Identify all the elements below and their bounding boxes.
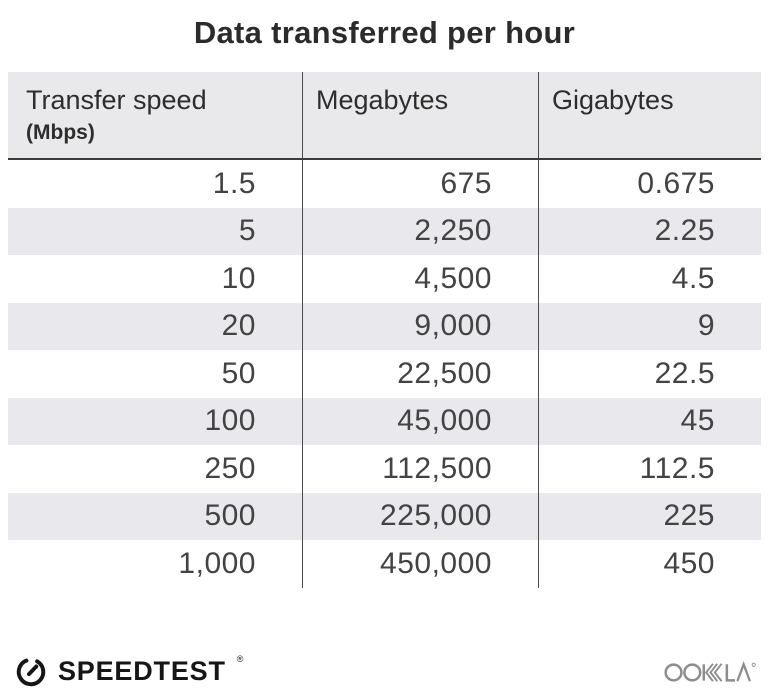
header-gigabytes: Gigabytes bbox=[538, 72, 761, 158]
speedtest-gauge-icon bbox=[14, 653, 48, 689]
table-cell: 112,500 bbox=[302, 445, 538, 493]
header-transfer-speed: Transfer speed (Mbps) bbox=[8, 72, 302, 158]
table-cell: 0.675 bbox=[538, 160, 761, 208]
header-sublabel: (Mbps) bbox=[26, 121, 95, 145]
header-label: Megabytes bbox=[316, 85, 449, 115]
header-label: Transfer speed bbox=[26, 85, 207, 115]
table-body: 1.5 675 0.675 5 2,250 2.25 10 4,500 4.5 20 9,000 9 5… bbox=[8, 160, 761, 588]
page-title: Data transferred per hour bbox=[193, 15, 576, 50]
table-cell: 450,000 bbox=[302, 540, 538, 588]
header-megabytes: Megabytes bbox=[302, 72, 538, 158]
ookla-logo bbox=[663, 658, 759, 685]
table-cell: 225,000 bbox=[302, 492, 538, 540]
table-cell: 9 bbox=[538, 302, 761, 350]
header-label: Gigabytes bbox=[552, 85, 674, 115]
speedtest-wordmark: SPEEDTEST bbox=[58, 655, 226, 686]
table-cell: 675 bbox=[302, 160, 538, 208]
table-cell: 5 bbox=[8, 207, 302, 255]
table-cell: 500 bbox=[8, 492, 302, 540]
table-cell: 2,250 bbox=[302, 207, 538, 255]
table-cell: 250 bbox=[204, 451, 256, 485]
table-cell: 1.5 bbox=[212, 166, 256, 200]
footer: SPEEDTEST ® bbox=[14, 653, 759, 689]
table-cell: 112.5 bbox=[538, 445, 761, 493]
table-cell: 45 bbox=[538, 397, 761, 445]
table-cell: 50 bbox=[221, 356, 256, 390]
table-cell: 4,500 bbox=[302, 255, 538, 303]
table-cell: 20 bbox=[8, 302, 302, 350]
table-cell: 2.25 bbox=[538, 207, 761, 255]
speedtest-brand: SPEEDTEST ® bbox=[14, 653, 244, 689]
table-cell: 45,000 bbox=[302, 397, 538, 445]
table-cell: 22,500 bbox=[302, 350, 538, 398]
table-cell: 1,000 bbox=[178, 546, 256, 580]
table-cell: 100 bbox=[8, 397, 302, 445]
registered-trademark-icon: ® bbox=[236, 654, 244, 664]
table-cell: 4.5 bbox=[538, 255, 761, 303]
table-cell: 450 bbox=[538, 540, 761, 588]
table-cell: 225 bbox=[538, 492, 761, 540]
table-cell: 10 bbox=[221, 261, 256, 295]
table-cell: 22.5 bbox=[538, 350, 761, 398]
table-cell: 9,000 bbox=[302, 302, 538, 350]
table-header-row: Transfer speed (Mbps) Megabytes Gigabyte… bbox=[8, 72, 761, 160]
data-table: Transfer speed (Mbps) Megabytes Gigabyte… bbox=[8, 72, 761, 588]
